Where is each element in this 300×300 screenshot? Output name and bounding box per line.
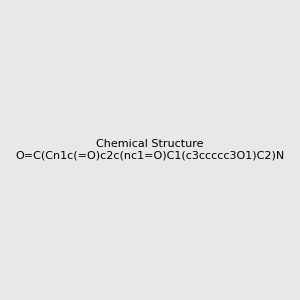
Text: Chemical Structure
O=C(Cn1c(=O)c2c(nc1=O)C1(c3ccccc3O1)C2)N: Chemical Structure O=C(Cn1c(=O)c2c(nc1=O… xyxy=(15,139,285,161)
